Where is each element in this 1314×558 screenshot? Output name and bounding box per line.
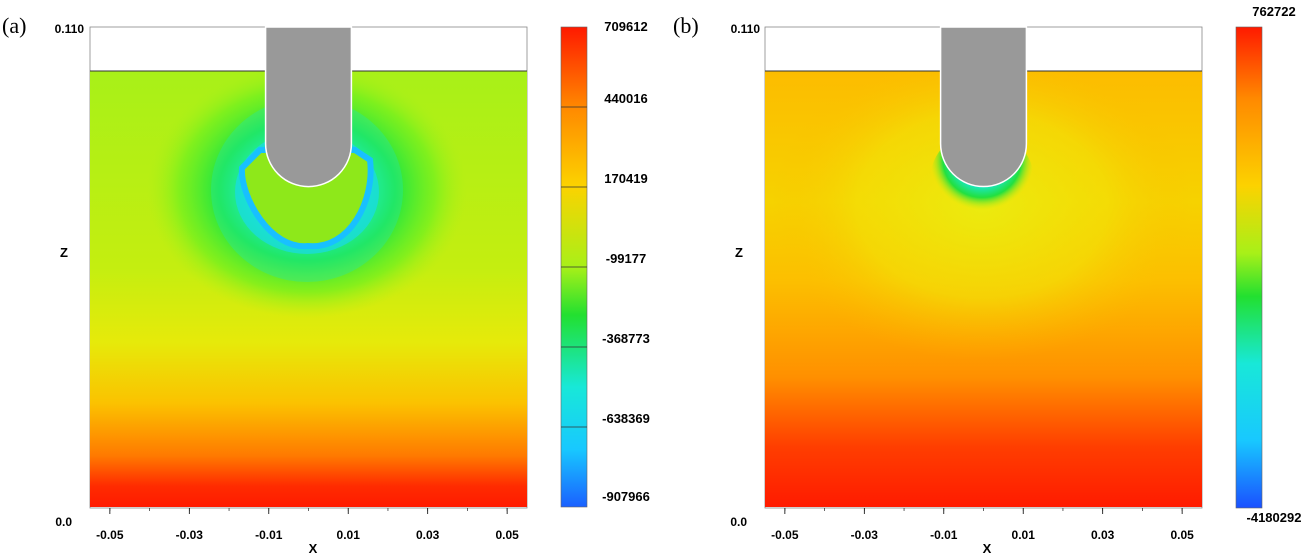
x-axis-title-a: X: [309, 541, 318, 556]
colorbar-b-max-label: 762722: [1252, 4, 1295, 19]
x-tick-label: 0.05: [495, 528, 519, 542]
colorbar-b: 762722 -4180292: [1235, 4, 1302, 525]
x-tick-label: 0.03: [1091, 528, 1115, 542]
y-tick-bottom-a: 0.0: [55, 515, 72, 529]
panel-label-a: (a): [2, 13, 26, 38]
x-tick-label: 0.05: [1170, 528, 1194, 542]
panel-a: (a) 0.110 0.0 Z X -0.05 -0.03 -0.01 0.01 0.0…: [2, 13, 528, 556]
colorbar-a-label: -638369: [602, 411, 650, 426]
x-axis-a: -0.05 -0.03 -0.01 0.01 0.03 0.05: [96, 508, 519, 542]
x-tick-label: -0.01: [930, 528, 958, 542]
indenter-b: [939, 26, 1028, 188]
x-tick-label: -0.03: [851, 528, 879, 542]
x-tick-label: 0.01: [1012, 528, 1036, 542]
x-tick-label: -0.05: [771, 528, 799, 542]
x-tick-label: -0.03: [176, 528, 204, 542]
colorbar-b-min-label: -4180292: [1247, 510, 1302, 525]
x-tick-label: 0.03: [416, 528, 440, 542]
x-tick-label: 0.01: [337, 528, 361, 542]
x-tick-label: -0.01: [255, 528, 283, 542]
colorbar-a-label: -99177: [606, 251, 646, 266]
panel-b: (b) 0.110 0.0 Z X -0.05 -0.03 -0.01 0.01 0.0…: [673, 13, 1203, 556]
panel-label-b: (b): [673, 13, 699, 38]
colorbar-a-label: -907966: [602, 489, 650, 504]
y-axis-title-b: Z: [735, 245, 743, 260]
x-axis-title-b: X: [983, 541, 992, 556]
y-axis-title-a: Z: [60, 245, 68, 260]
colorbar-a-label: 709612: [604, 19, 647, 34]
indenter-a: [264, 26, 353, 188]
y-tick-top-b: 0.110: [731, 22, 761, 36]
y-tick-bottom-b: 0.0: [730, 515, 747, 529]
x-axis-b: -0.05 -0.03 -0.01 0.01 0.03 0.05: [771, 508, 1194, 542]
colorbar-b-scale: [1235, 26, 1263, 509]
x-tick-label: -0.05: [96, 528, 124, 542]
colorbar-a: 709612 440016 170419 -99177 -368773 -638369 -9…: [560, 19, 650, 508]
colorbar-a-label: 170419: [604, 171, 647, 186]
y-tick-top-a: 0.110: [55, 22, 85, 36]
colorbar-a-label: 440016: [604, 91, 647, 106]
colorbar-a-label: -368773: [602, 331, 650, 346]
